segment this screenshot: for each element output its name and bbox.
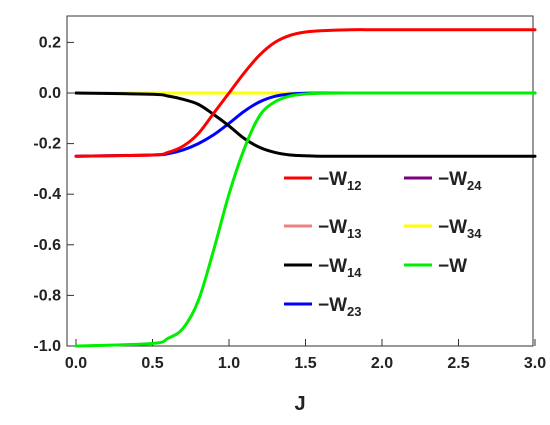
legend-entry: −W14 bbox=[284, 256, 362, 280]
x-tick-label: 1.0 bbox=[218, 355, 240, 372]
y-axis: 0.2 0.0 -0.2 -0.4 -0.6 -0.8 -1.0 bbox=[33, 34, 74, 355]
legend-label: −W bbox=[438, 256, 467, 277]
x-tick-label: 0.0 bbox=[65, 355, 87, 372]
legend-entry: −W34 bbox=[404, 217, 482, 241]
x-axis-label: J bbox=[294, 393, 305, 415]
legend-label: −W14 bbox=[318, 256, 362, 280]
legend-label: −W23 bbox=[318, 295, 362, 319]
legend-entry: −W13 bbox=[284, 217, 362, 241]
x-tick-label: 1.5 bbox=[294, 355, 316, 372]
x-tick-label: 2.5 bbox=[447, 355, 469, 372]
legend-entry: −W12 bbox=[284, 169, 362, 193]
x-tick-label: 0.5 bbox=[141, 355, 163, 372]
x-tick-label: 3.0 bbox=[524, 355, 546, 372]
legend-entry: −W bbox=[404, 256, 467, 277]
series-line-w23 bbox=[76, 93, 535, 156]
y-tick-label: 0.2 bbox=[39, 34, 61, 51]
y-tick-label: -0.2 bbox=[33, 136, 61, 153]
y-tick-label: 0.0 bbox=[39, 85, 61, 102]
legend-label: −W24 bbox=[438, 169, 482, 193]
legend-label: −W34 bbox=[438, 217, 482, 241]
y-tick-label: -0.6 bbox=[33, 237, 61, 254]
legend-entry: −W23 bbox=[284, 295, 362, 319]
x-tick-label: 2.0 bbox=[371, 355, 393, 372]
series-line-w14 bbox=[76, 93, 535, 156]
y-tick-label: -0.4 bbox=[33, 186, 61, 203]
y-tick-label: -0.8 bbox=[33, 287, 61, 304]
y-tick-label: -1.0 bbox=[33, 338, 61, 355]
legend-label: −W12 bbox=[318, 169, 362, 193]
legend-label: −W13 bbox=[318, 217, 362, 241]
legend: −W12 −W13 −W14 −W23 −W24 −W34 −W bbox=[284, 169, 482, 319]
legend-entry: −W24 bbox=[404, 169, 482, 193]
